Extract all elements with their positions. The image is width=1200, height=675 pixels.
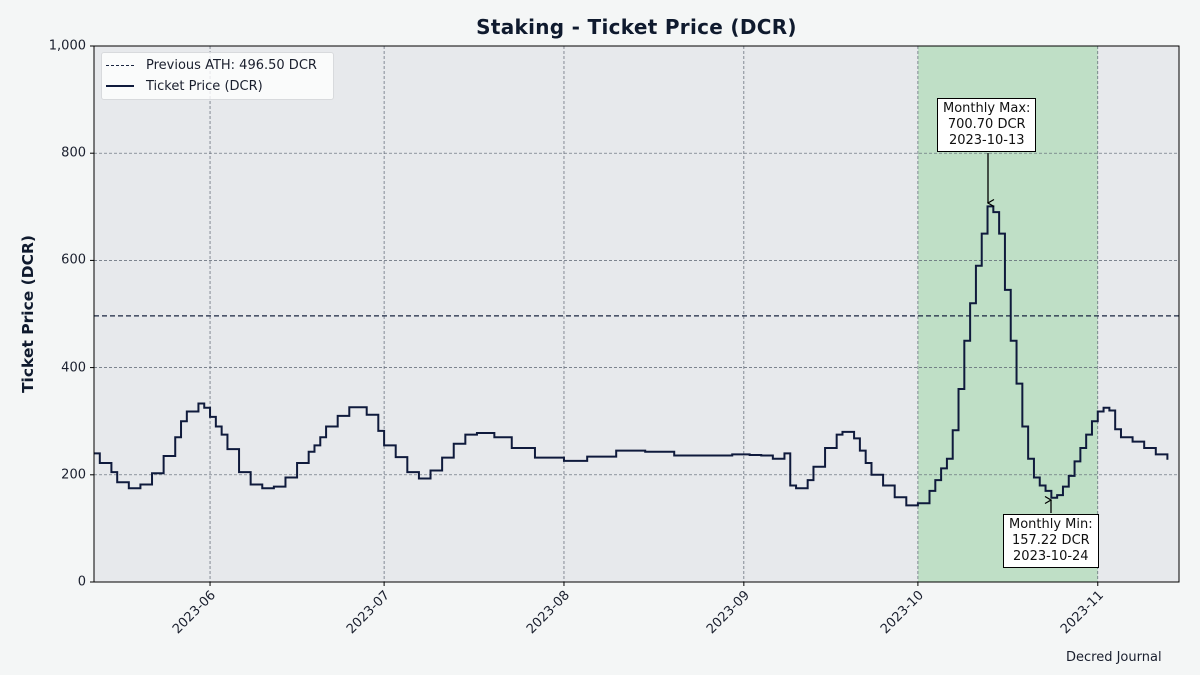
y-tick-label: 400 xyxy=(61,360,86,376)
gridlines xyxy=(94,46,1179,582)
legend-label-price: Ticket Price (DCR) xyxy=(146,78,263,94)
legend-label-ath: Previous ATH: 496.50 DCR xyxy=(146,57,317,73)
annotation-max-value: 700.70 DCR xyxy=(947,117,1026,132)
chart-title: Staking - Ticket Price (DCR) xyxy=(476,15,797,39)
annotation-monthly-min: Monthly Min: 157.22 DCR 2023-10-24 xyxy=(1003,514,1099,568)
solid-line-icon xyxy=(106,85,134,87)
y-tick-label: 200 xyxy=(61,467,86,483)
legend-item-price: Ticket Price (DCR) xyxy=(106,76,263,96)
y-axis-label: Ticket Price (DCR) xyxy=(19,234,37,394)
axes xyxy=(90,45,1180,586)
annotation-max-date: 2023-10-13 xyxy=(948,133,1025,148)
annotation-min-title: Monthly Min: xyxy=(1009,517,1093,532)
dashed-line-icon xyxy=(106,64,134,66)
legend: Previous ATH: 496.50 DCR Ticket Price (D… xyxy=(101,52,334,100)
annotation-monthly-max: Monthly Max: 700.70 DCR 2023-10-13 xyxy=(937,98,1037,152)
annotation-max-title: Monthly Max: xyxy=(943,101,1031,116)
annotation-min-date: 2023-10-24 xyxy=(1013,549,1089,564)
y-tick-label: 600 xyxy=(61,252,86,268)
legend-item-ath: Previous ATH: 496.50 DCR xyxy=(106,55,317,75)
y-tick-label: 0 xyxy=(77,574,86,590)
y-tick-label: 1,000 xyxy=(48,38,86,54)
ticket-price-line xyxy=(94,205,1169,507)
credit-label: Decred Journal xyxy=(1066,650,1162,665)
y-tick-label: 800 xyxy=(61,145,86,161)
annotation-arrows xyxy=(988,153,1051,513)
annotation-min-value: 157.22 DCR xyxy=(1011,533,1090,548)
